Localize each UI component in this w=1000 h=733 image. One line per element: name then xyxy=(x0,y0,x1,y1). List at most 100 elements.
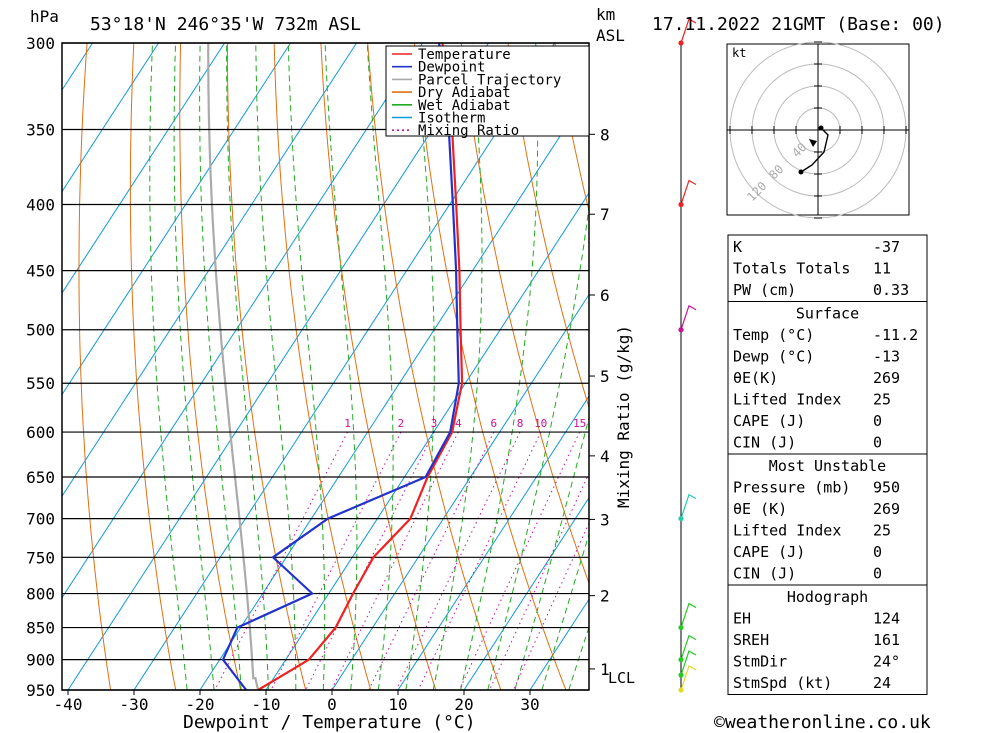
dry-adiabat-line xyxy=(414,43,567,690)
wet-adiabat-line xyxy=(226,43,269,690)
mixing-ratio-line xyxy=(270,431,402,690)
index-value: -11.2 xyxy=(873,326,918,344)
wet-adiabat-line xyxy=(324,43,358,690)
dry-adiabat-line xyxy=(460,43,589,585)
index-label: Totals Totals xyxy=(733,260,850,278)
mixing-ratio-value-label: 1 xyxy=(344,417,351,430)
isotherm-line xyxy=(331,293,589,690)
wind-barb-column xyxy=(678,18,697,693)
mixing-ratio-value-label: 2 xyxy=(398,417,405,430)
wet-adiabat-line xyxy=(460,43,539,690)
pressure-tick-label: 650 xyxy=(26,468,55,487)
mixing-ratio-line xyxy=(458,431,581,690)
wind-level-dot xyxy=(678,657,684,663)
index-label: K xyxy=(733,238,742,256)
km-tick-label: 8 xyxy=(600,125,610,144)
mixing-ratio-value-label: 15 xyxy=(573,417,586,430)
mixing-ratio-axis-label: Mixing Ratio (g/kg) xyxy=(614,325,633,508)
hodograph-trace xyxy=(800,127,829,173)
wind-level-dot xyxy=(678,672,684,678)
isotherm-line xyxy=(463,496,589,690)
km-unit-label: km xyxy=(596,5,615,24)
hodograph-unit-label: kt xyxy=(732,46,746,60)
index-value: 269 xyxy=(873,500,900,518)
surface-section-box xyxy=(727,301,928,455)
lcl-label: LCL xyxy=(608,669,635,687)
mixing-ratio-value-label: 6 xyxy=(490,417,497,430)
most-unstable-section-title: Most Unstable xyxy=(769,457,886,475)
pressure-tick-label: 900 xyxy=(26,651,55,670)
index-value: 25 xyxy=(873,391,891,409)
isotherm-line xyxy=(397,395,589,690)
legend-box xyxy=(385,45,590,137)
dry-adiabat-line xyxy=(367,43,502,690)
mixing-ratio-line xyxy=(214,431,348,690)
isotherm-line xyxy=(62,43,225,294)
index-value: 24 xyxy=(873,674,891,692)
mixing-ratio-line xyxy=(330,431,459,690)
wind-barb xyxy=(680,602,697,628)
pressure-tick-label: 600 xyxy=(26,423,55,442)
km-tick-label: 4 xyxy=(600,447,610,466)
pressure-tick-label: 450 xyxy=(26,262,55,281)
dry-adiabat-line xyxy=(129,43,177,690)
sounding-profiles xyxy=(221,43,464,690)
wind-barb xyxy=(680,18,697,44)
index-label: StmDir xyxy=(733,653,787,671)
mixing-ratio-labels: 1 2 3 4 6 8 10 15 xyxy=(344,417,586,430)
wind-barb xyxy=(680,304,697,330)
index-label: EH xyxy=(733,610,751,628)
mixing-ratio-value-label: 3 xyxy=(431,417,438,430)
dry-adiabat-line xyxy=(507,43,589,409)
legend-label-temperature: Temperature xyxy=(418,47,511,63)
x-tick-label: 30 xyxy=(520,695,539,714)
index-label: Lifted Index xyxy=(733,391,841,409)
dry-adiabat-line xyxy=(226,43,307,690)
wind-barb xyxy=(680,179,697,205)
mixing-ratio-line xyxy=(305,431,435,690)
pressure-tick-label: 350 xyxy=(26,121,55,140)
wet-adiabat-line xyxy=(541,532,589,690)
isotherm-line xyxy=(62,43,357,498)
pressure-tick-label: 700 xyxy=(26,510,55,529)
background-lines xyxy=(0,43,1000,690)
isotherm-line xyxy=(0,43,27,690)
index-label: θE (K) xyxy=(733,500,787,518)
dry-adiabat-line xyxy=(929,43,1000,690)
site-credit: ©weatheronline.co.uk xyxy=(714,712,931,733)
index-label: SREH xyxy=(733,631,769,649)
index-label: Dewp (°C) xyxy=(733,348,814,366)
index-value: 950 xyxy=(873,479,900,497)
index-label: PW (cm) xyxy=(733,281,796,299)
isobar-lines xyxy=(62,42,589,691)
index-value: -13 xyxy=(873,348,900,366)
index-label: Lifted Index xyxy=(733,522,841,540)
index-label: θE(K) xyxy=(733,369,778,387)
wet-adiabat-line xyxy=(199,43,242,690)
pressure-tick-label: 800 xyxy=(26,585,55,604)
wet-adiabat-line xyxy=(287,43,326,690)
index-value: 0 xyxy=(873,434,882,452)
hodograph-end-dot xyxy=(798,169,804,175)
km-tick-label: 5 xyxy=(600,367,610,386)
index-label: Temp (°C) xyxy=(733,326,814,344)
mixing-ratio-value-label: 10 xyxy=(534,417,547,430)
wet-adiabat-line xyxy=(405,43,435,690)
isotherm-line xyxy=(133,43,555,690)
pressure-unit-label: hPa xyxy=(30,7,59,26)
index-value: 269 xyxy=(873,369,900,387)
hodograph-start-dot xyxy=(818,125,824,131)
index-value: 24° xyxy=(873,653,900,671)
x-tick-label: -20 xyxy=(186,695,215,714)
hodograph-section-box xyxy=(727,584,928,695)
wet-adiabat-line xyxy=(366,43,394,690)
pressure-tick-label: 400 xyxy=(26,195,55,214)
legend-label-dry_adiabat: Dry Adiabat xyxy=(418,85,511,101)
parcel-trajectory-line xyxy=(207,43,260,690)
mixing-ratio-line xyxy=(395,431,521,690)
wind-barb xyxy=(680,665,697,691)
dry-adiabat-line xyxy=(976,43,1000,690)
wet-adiabat-line xyxy=(149,43,188,690)
